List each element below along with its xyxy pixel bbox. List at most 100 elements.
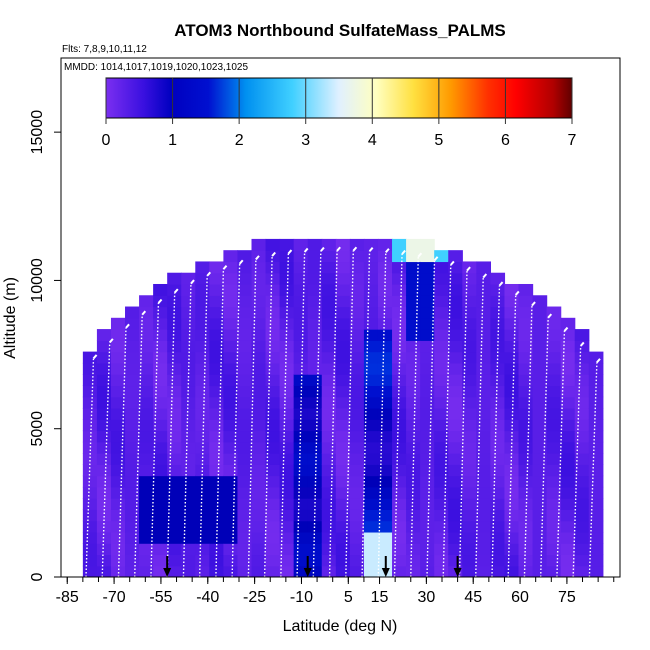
heatmap-cell: [335, 486, 351, 499]
heatmap-cell: [125, 306, 140, 319]
heatmap-cell: [265, 453, 281, 465]
heatmap-cell: [434, 317, 449, 330]
heatmap-cell: [574, 419, 590, 432]
heatmap-cell: [237, 283, 253, 296]
heatmap-cell: [462, 374, 477, 387]
heatmap-cell: [110, 453, 126, 465]
heatmap-cell: [560, 509, 576, 522]
track-level-leg: [157, 298, 163, 304]
heatmap-cell: [307, 238, 323, 251]
heatmap-cell: [265, 329, 281, 341]
heatmap-cell: [434, 520, 449, 533]
heatmap-cell: [574, 554, 590, 567]
track-level-leg: [417, 252, 423, 258]
heatmap-cell: [223, 509, 239, 522]
heatmap-cell: [237, 396, 253, 409]
track-profile: [442, 264, 452, 577]
heatmap-cell: [462, 475, 477, 488]
heatmap-cell: [560, 419, 576, 432]
heatmap-cell: [181, 317, 196, 330]
heatmap-cell: [335, 261, 351, 274]
heatmap-cell: [349, 283, 365, 296]
heatmap-cell: [392, 272, 407, 285]
heatmap-cell: [265, 362, 281, 375]
heatmap-cell: [167, 329, 182, 341]
heatmap-cell: [237, 419, 253, 432]
heatmap-cell: [209, 498, 224, 510]
heatmap-cell: [490, 464, 506, 477]
heatmap-cell: [588, 453, 604, 465]
heatmap-cell: [377, 430, 393, 443]
heatmap-cell: [490, 554, 506, 567]
heatmap-cell: [223, 340, 239, 353]
heatmap-cell: [490, 385, 506, 398]
heatmap-cell: [110, 385, 126, 398]
heatmap-cell: [307, 396, 323, 409]
heatmap-cell: [181, 565, 196, 577]
heatmap-cell: [406, 250, 421, 263]
heatmap-cell: [434, 543, 449, 556]
heatmap-cell: [363, 475, 379, 488]
heatmap-cell: [110, 430, 126, 443]
track-level-leg: [92, 354, 98, 360]
track-profile: [85, 358, 95, 577]
heatmap-cell: [279, 374, 295, 387]
heatmap-cell: [279, 351, 295, 364]
heatmap-cell: [392, 250, 407, 263]
heatmap-cell: [251, 362, 267, 375]
heatmap-cell: [321, 475, 337, 488]
heatmap-cell: [363, 340, 379, 353]
heatmap-cell: [293, 543, 309, 556]
heatmap-cell: [588, 464, 604, 477]
heatmap-cell: [181, 475, 196, 488]
track-level-leg: [466, 266, 471, 272]
heatmap-cell: [532, 306, 548, 319]
heatmap-cell: [96, 396, 112, 409]
heatmap-cell: [532, 362, 548, 375]
heatmap-cell: [167, 509, 182, 522]
heatmap-cell: [223, 565, 239, 577]
heatmap-cell: [490, 475, 506, 488]
heatmap-cell: [125, 498, 140, 510]
heatmap-cell: [223, 430, 239, 443]
heatmap-cell: [279, 531, 295, 544]
heatmap-cell: [434, 554, 449, 567]
heatmap-cell: [251, 419, 267, 432]
heatmap-cell: [153, 441, 168, 454]
heatmap-cell: [96, 565, 112, 577]
heatmap-cell: [476, 531, 491, 544]
heatmap-cell: [462, 295, 477, 308]
track-level-leg: [173, 288, 179, 294]
heatmap-cell: [476, 453, 491, 465]
heatmap-cell: [209, 441, 224, 454]
heatmap-cell: [434, 272, 449, 285]
x-axis: -85 -70 -55 -40 -25 -10 5 15 30 45 60 75: [56, 576, 620, 606]
heatmap-cell: [223, 441, 239, 454]
heatmap-cell: [110, 351, 126, 364]
heatmap-cell: [307, 283, 323, 296]
heatmap-cell: [574, 509, 590, 522]
y-axis-label: Altitude (m): [2, 277, 19, 359]
heatmap-cell: [251, 329, 267, 341]
heatmap-cell: [434, 295, 449, 308]
heatmap-cell: [223, 464, 239, 477]
heatmap-cell: [406, 520, 421, 533]
heatmap-cell: [518, 295, 534, 308]
heatmap-cell: [293, 340, 309, 353]
heatmap-cell: [82, 554, 98, 567]
track-profile: [280, 253, 290, 577]
heatmap-cell: [195, 261, 210, 274]
heatmap-cell: [209, 351, 224, 364]
heatmap-cell: [518, 283, 534, 296]
heatmap-cell: [448, 419, 463, 432]
heatmap-cell: [532, 520, 548, 533]
heatmap-cell: [279, 464, 295, 477]
heatmap-cell: [363, 509, 379, 522]
heatmap-cell: [195, 453, 210, 465]
heatmap-cell: [420, 272, 435, 285]
heatmap-cell: [462, 362, 477, 375]
heatmap-cell: [434, 453, 449, 465]
track-level-leg: [271, 251, 276, 257]
heatmap-cell: [321, 306, 337, 319]
heatmap-cell: [392, 520, 407, 533]
